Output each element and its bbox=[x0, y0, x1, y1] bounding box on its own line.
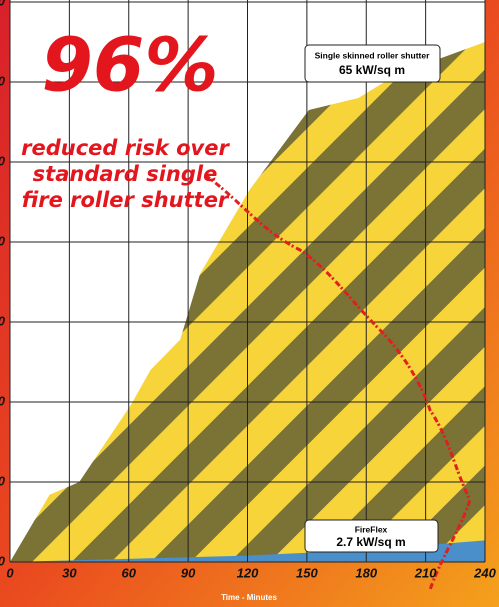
y-tick-label: 60 bbox=[0, 73, 6, 88]
y-tick-label: 70 bbox=[0, 0, 6, 8]
legend-label: FireFlex bbox=[355, 524, 388, 534]
legend-label: Single skinned roller shutter bbox=[315, 50, 430, 60]
x-axis-label: Time - Minutes bbox=[221, 593, 277, 602]
y-tick-label: 40 bbox=[0, 233, 6, 248]
x-tick-label: 0 bbox=[6, 565, 14, 580]
x-tick-label: 180 bbox=[355, 565, 377, 580]
y-tick-label: 10 bbox=[0, 473, 6, 488]
x-tick-label: 240 bbox=[473, 565, 496, 580]
subheadline: reduced risk over standard single fire r… bbox=[20, 135, 230, 213]
x-tick-label: 60 bbox=[122, 565, 137, 580]
annotation: 2.7 kW/sq m bbox=[336, 535, 405, 549]
chart: 96% reduced risk over standard single fi… bbox=[0, 0, 499, 607]
y-tick-label: 30 bbox=[0, 313, 6, 328]
y-tick-label: 20 bbox=[0, 393, 6, 408]
x-tick-label: 120 bbox=[237, 565, 259, 580]
y-tick-label: 0 bbox=[0, 553, 6, 568]
x-tick-label: 210 bbox=[414, 565, 437, 580]
headline: 96% bbox=[41, 23, 218, 109]
annotation: 65 kW/sq m bbox=[339, 63, 405, 77]
x-tick-label: 150 bbox=[296, 565, 318, 580]
x-tick-label: 90 bbox=[181, 565, 196, 580]
y-tick-label: 50 bbox=[0, 153, 6, 168]
subheadline-box: reduced risk over standard single fire r… bbox=[20, 135, 230, 230]
x-tick-label: 30 bbox=[62, 565, 77, 580]
